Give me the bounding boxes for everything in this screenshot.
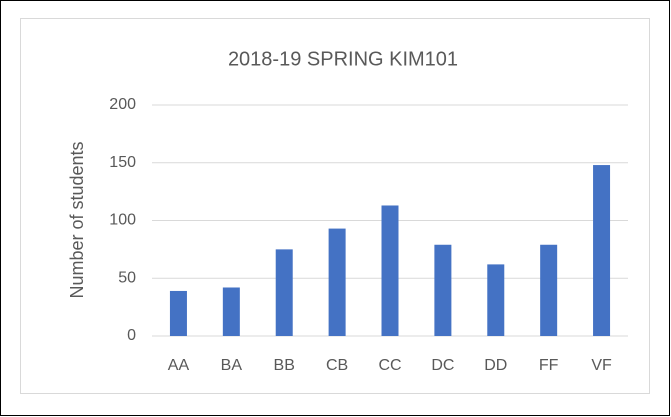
bar — [328, 228, 346, 336]
x-tick-label: DC — [431, 357, 454, 374]
x-tick-label: BA — [221, 357, 243, 374]
bar — [540, 244, 558, 336]
bar — [593, 165, 611, 336]
x-tick-label: FF — [539, 357, 559, 374]
y-tick-label: 50 — [118, 269, 136, 286]
bar — [434, 244, 452, 336]
x-tick-label: CB — [326, 357, 348, 374]
chart-border — [20, 18, 650, 394]
bar — [169, 290, 187, 336]
x-tick-label: DD — [484, 357, 507, 374]
y-tick-label: 150 — [109, 154, 136, 171]
x-tick-label: AA — [168, 357, 190, 374]
bar — [381, 205, 399, 336]
bar — [487, 264, 505, 336]
x-tick-label: CC — [378, 357, 401, 374]
y-tick-label: 100 — [109, 212, 136, 229]
x-tick-label: VF — [591, 357, 612, 374]
bar — [275, 249, 293, 336]
y-tick-label: 0 — [127, 327, 136, 344]
y-axis-label: Number of students — [67, 141, 87, 298]
x-tick-label: BB — [274, 357, 295, 374]
bar — [222, 287, 240, 336]
chart-title: 2018-19 SPRING KIM101 — [228, 48, 458, 70]
y-tick-label: 200 — [109, 96, 136, 113]
